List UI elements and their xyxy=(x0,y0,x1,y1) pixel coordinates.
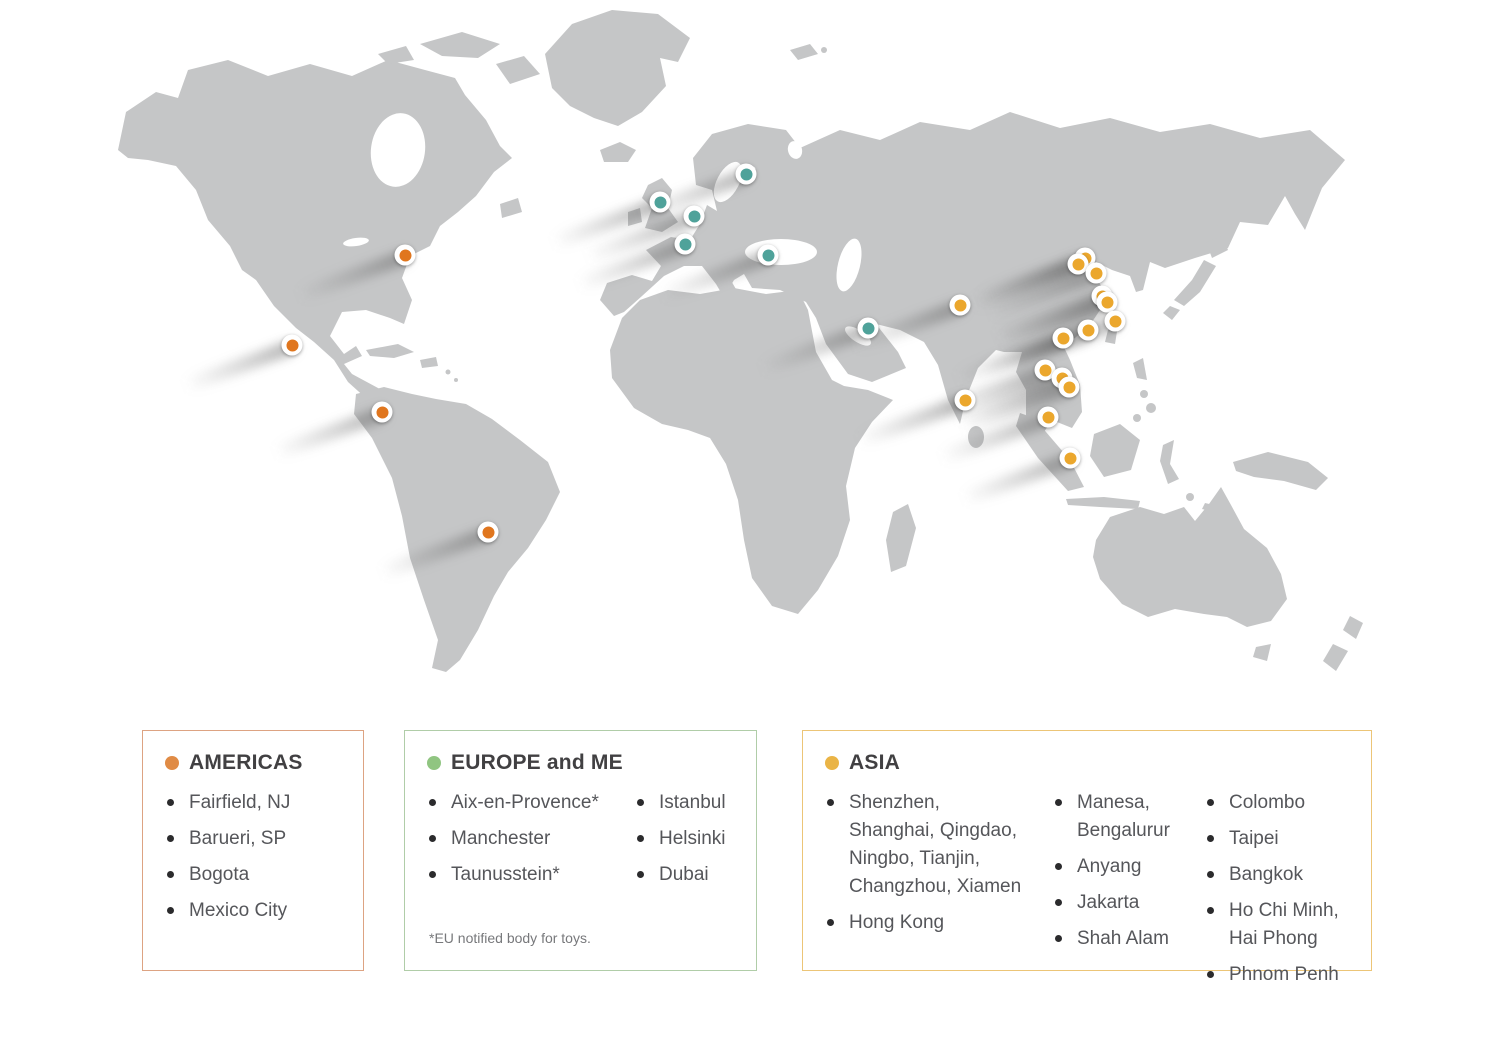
legend-city-item: Ho Chi Minh, Hai Phong xyxy=(1205,897,1339,953)
legend-city-item: Taipei xyxy=(1205,825,1339,853)
asia-city-list-1: Shenzhen, Shanghai, Qingdao, Ningbo, Tia… xyxy=(825,789,1053,945)
europe-me-legend-box: EUROPE and ME Aix-en-Provence* Manchester… xyxy=(404,730,757,971)
legend-city-item: Phnom Penh xyxy=(1205,961,1339,989)
europe-me-legend-title: EUROPE and ME xyxy=(451,751,623,774)
asia-legend-box: ASIA Shenzhen, Shanghai, Qingdao, Ningbo… xyxy=(802,730,1372,985)
legend-city-item: Colombo xyxy=(1205,789,1339,817)
legend-city-item: Taunusstein* xyxy=(427,861,635,889)
legend-city-item: Mexico City xyxy=(165,897,343,925)
legend-city-item: Barueri, SP xyxy=(165,825,343,853)
europe-me-legend-dot-icon xyxy=(427,756,441,770)
europe-me-legend-header: EUROPE and ME xyxy=(427,751,736,775)
americas-legend-dot-icon xyxy=(165,756,179,770)
legend-city-item: Anyang xyxy=(1053,853,1205,881)
asia-city-list-3: Colombo Taipei Bangkok Ho Chi Minh, Hai Pho… xyxy=(1205,789,1339,997)
legend-city-item: Hong Kong xyxy=(825,909,1053,937)
legend-city-item: Helsinki xyxy=(635,825,726,853)
legend-city-item: Istanbul xyxy=(635,789,726,817)
legend-city-item: Shah Alam xyxy=(1053,925,1205,953)
americas-legend-title: AMERICAS xyxy=(189,751,303,774)
legend-city-item: Dubai xyxy=(635,861,726,889)
americas-city-list: Fairfield, NJ Barueri, SP Bogota Mexico Cit… xyxy=(165,789,343,925)
europe-me-city-list-2: Istanbul Helsinki Dubai xyxy=(635,789,726,897)
legend-city-item: Shenzhen, Shanghai, Qingdao, Ningbo, Tia… xyxy=(825,789,1053,901)
europe-me-city-list-1: Aix-en-Provence* Manchester Taunusstein* xyxy=(427,789,635,897)
continents xyxy=(118,10,1363,672)
asia-city-list-2: Manesa, Bengalurur Anyang Jakarta Shah Alam xyxy=(1053,789,1205,961)
asia-legend-dot-icon xyxy=(825,756,839,770)
legend-city-item: Manchester xyxy=(427,825,635,853)
americas-legend-box: AMERICAS Fairfield, NJ Barueri, SP Bogota M… xyxy=(142,730,364,971)
legend-city-item: Fairfield, NJ xyxy=(165,789,343,817)
americas-legend-header: AMERICAS xyxy=(165,751,343,775)
asia-legend-header: ASIA xyxy=(825,751,1351,775)
asia-legend-title: ASIA xyxy=(849,751,900,774)
legend-city-item: Bangkok xyxy=(1205,861,1339,889)
eu-toys-footnote: *EU notified body for toys. xyxy=(429,930,591,946)
legend-city-item: Bogota xyxy=(165,861,343,889)
legend-city-item: Aix-en-Provence* xyxy=(427,789,635,817)
legend-city-item: Manesa, Bengalurur xyxy=(1053,789,1205,845)
legend-city-item: Jakarta xyxy=(1053,889,1205,917)
